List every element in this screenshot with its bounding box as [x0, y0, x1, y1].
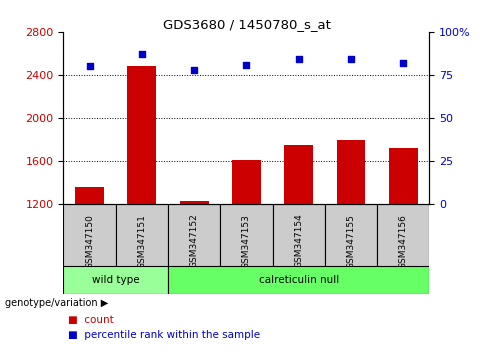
Bar	[389, 148, 418, 205]
Text: GSM347151: GSM347151	[137, 214, 146, 269]
Point	[138, 51, 146, 57]
Bar	[168, 266, 429, 294]
Text: calreticulin null: calreticulin null	[259, 275, 339, 285]
Bar	[325, 205, 377, 266]
Bar	[168, 205, 220, 266]
Bar	[273, 205, 325, 266]
Text: ■  count: ■ count	[68, 315, 114, 325]
Bar	[232, 160, 261, 205]
Point	[295, 57, 303, 62]
Bar	[127, 67, 156, 205]
Bar	[63, 205, 116, 266]
Point	[399, 60, 407, 66]
Text: GSM347150: GSM347150	[85, 214, 94, 269]
Text: GSM347154: GSM347154	[294, 214, 303, 268]
Text: GSM347156: GSM347156	[399, 214, 408, 269]
Point	[347, 57, 355, 62]
Text: wild type: wild type	[92, 275, 140, 285]
Bar	[377, 205, 429, 266]
Bar	[180, 201, 208, 205]
Bar	[285, 145, 313, 205]
Text: GSM347152: GSM347152	[190, 214, 199, 268]
Text: ■  percentile rank within the sample: ■ percentile rank within the sample	[68, 330, 261, 339]
Bar	[75, 187, 104, 205]
Text: genotype/variation ▶: genotype/variation ▶	[5, 298, 108, 308]
Bar	[337, 140, 366, 205]
Bar	[63, 266, 168, 294]
Title: GDS3680 / 1450780_s_at: GDS3680 / 1450780_s_at	[163, 18, 330, 31]
Text: GSM347155: GSM347155	[346, 214, 356, 269]
Point	[86, 64, 94, 69]
Bar	[116, 205, 168, 266]
Bar	[220, 205, 273, 266]
Point	[190, 67, 198, 73]
Text: GSM347153: GSM347153	[242, 214, 251, 269]
Point	[243, 62, 250, 68]
